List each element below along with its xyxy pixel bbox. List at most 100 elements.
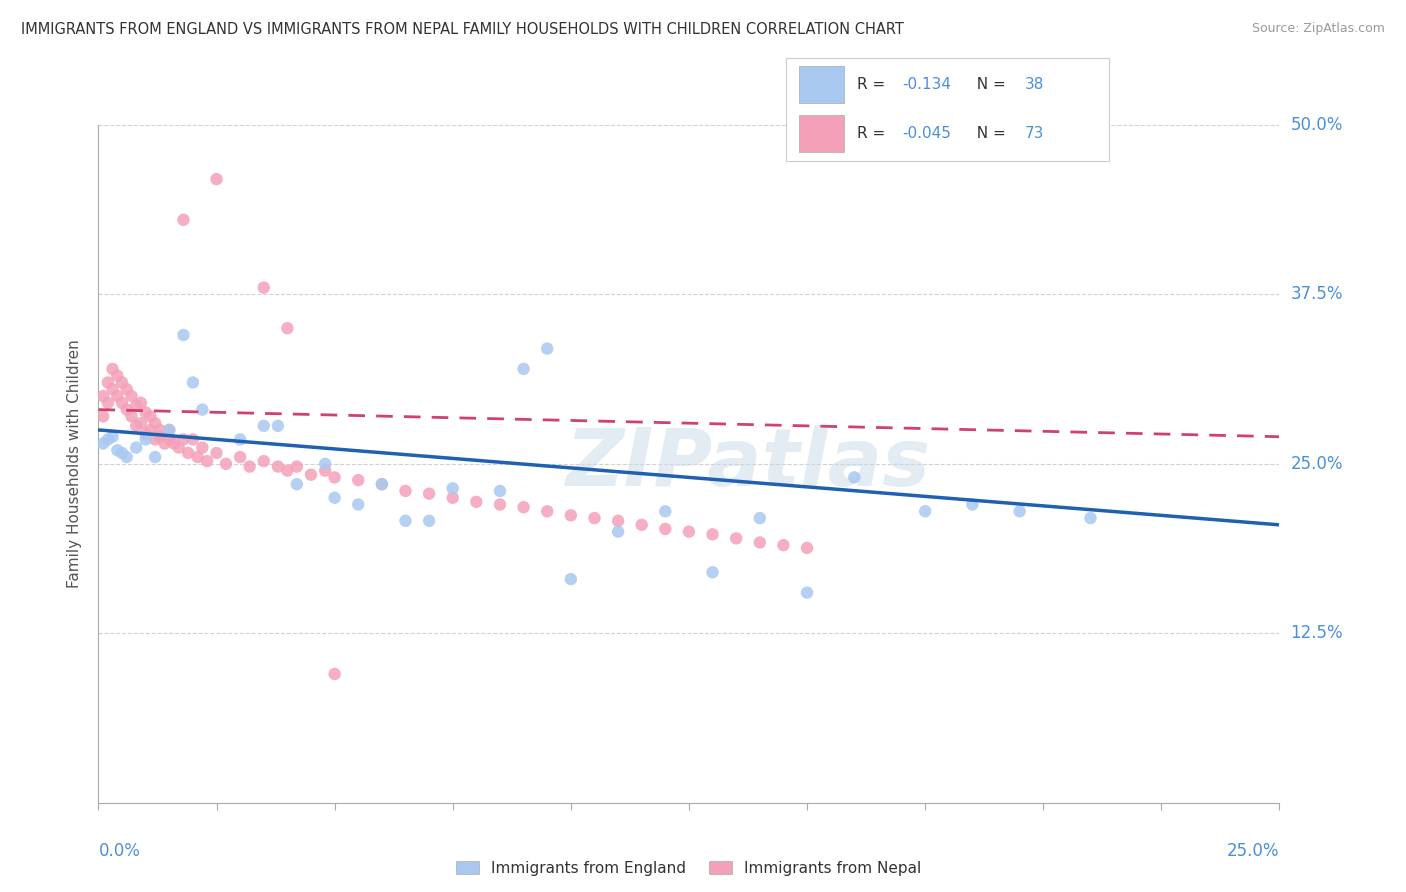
Point [129,396,152,410]
Text: 37.5%: 37.5% [1291,285,1343,303]
Point [149,423,172,437]
Point [129,416,152,430]
Point [181,433,204,447]
Point [97,396,120,410]
Point [371,477,394,491]
Point [205,172,228,186]
Point [418,486,440,500]
Point [172,433,194,447]
Point [167,441,190,455]
Point [654,504,676,518]
Text: R =: R = [856,77,890,92]
Bar [799,66,844,103]
Point [678,524,700,539]
Point [191,402,214,417]
Point [105,443,128,458]
Point [205,446,228,460]
Point [195,454,218,468]
Text: R =: R = [856,127,890,142]
Point [962,498,984,512]
Point [121,409,143,424]
Text: 50.0%: 50.0% [1291,116,1343,134]
Point [725,532,748,546]
Point [441,491,464,505]
Text: 12.5%: 12.5% [1291,624,1343,642]
Point [157,423,180,437]
Point [347,473,370,487]
Point [267,459,290,474]
Point [748,511,770,525]
Point [191,441,214,455]
Point [323,491,346,505]
Text: 38: 38 [1025,77,1045,92]
Point [1008,504,1031,518]
Point [157,433,180,447]
Point [143,416,166,430]
Point [215,457,238,471]
Text: 73: 73 [1025,127,1045,142]
Point [607,514,630,528]
Point [560,572,582,586]
Point [163,436,186,450]
Point [91,409,114,424]
Point [91,389,114,403]
Point [371,477,394,491]
Bar [799,115,844,153]
Point [111,446,134,460]
Point [314,457,336,471]
Point [143,433,166,447]
Point [285,477,308,491]
Point [101,362,124,376]
Point [125,418,148,433]
Point [143,450,166,464]
Point [630,517,652,532]
Point [276,321,298,335]
Point [394,514,416,528]
Point [149,430,172,444]
Text: 25.0%: 25.0% [1291,455,1343,473]
Text: ZIPatlas: ZIPatlas [565,425,931,503]
Point [121,389,143,403]
Point [394,483,416,498]
Point [285,459,308,474]
Point [115,402,138,417]
Point [125,399,148,413]
Point [97,376,120,390]
Point [253,280,276,294]
Point [157,423,180,437]
Y-axis label: Family Households with Children: Family Households with Children [67,340,83,588]
Point [796,585,818,599]
Point [441,481,464,495]
Text: IMMIGRANTS FROM ENGLAND VS IMMIGRANTS FROM NEPAL FAMILY HOUSEHOLDS WITH CHILDREN: IMMIGRANTS FROM ENGLAND VS IMMIGRANTS FR… [21,22,904,37]
Point [115,382,138,396]
Point [772,538,794,552]
Point [267,418,290,433]
Point [536,342,558,356]
Point [139,423,162,437]
Point [105,368,128,383]
Point [314,464,336,478]
Point [172,212,194,227]
Point [135,405,157,419]
Point [101,430,124,444]
Point [253,418,276,433]
Point [91,436,114,450]
Point [139,409,162,424]
Point [111,396,134,410]
Point [97,433,120,447]
Point [536,504,558,518]
Point [299,467,322,482]
Point [512,362,534,376]
Legend: Immigrants from England, Immigrants from Nepal: Immigrants from England, Immigrants from… [449,853,929,883]
Point [229,433,252,447]
Point [560,508,582,523]
Point [844,470,866,484]
Point [111,376,134,390]
Point [607,524,630,539]
Point [347,498,370,512]
Point [187,450,209,464]
Point [181,376,204,390]
Point [489,483,512,498]
Text: N =: N = [967,77,1011,92]
Point [253,454,276,468]
